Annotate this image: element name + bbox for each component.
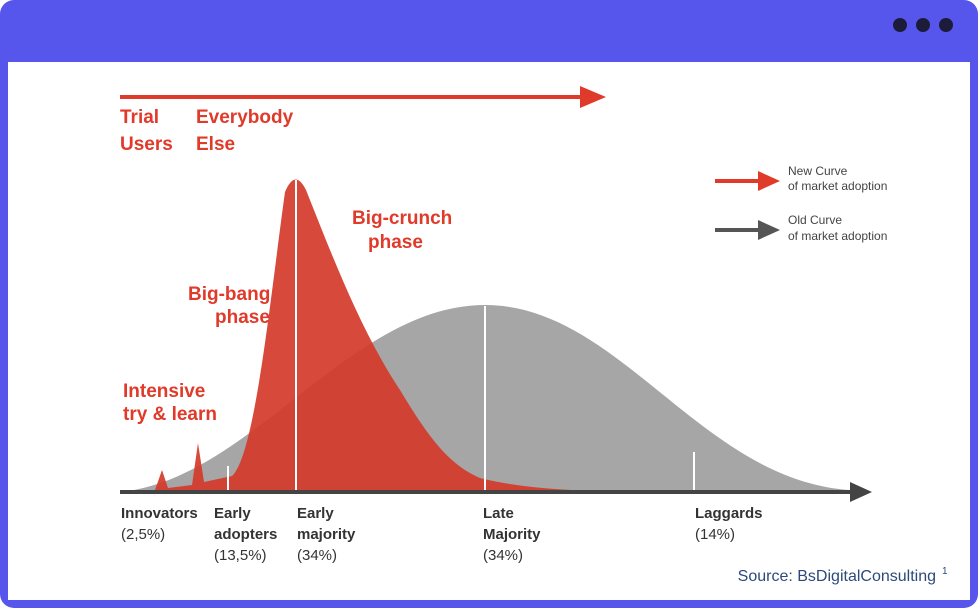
- legend-arrow-head: [758, 171, 780, 191]
- segment-label: Early adopters (13,5%): [214, 505, 277, 564]
- legend-label: New Curve of market adoption: [788, 164, 887, 193]
- segment-label: Early majority (34%): [297, 505, 356, 564]
- text-line: Big-bang: [188, 284, 270, 305]
- text-line: of market adoption: [788, 179, 887, 193]
- text-line: of market adoption: [788, 229, 887, 243]
- legend-label: Old Curve of market adoption: [788, 213, 887, 243]
- top-label: Trial Users: [120, 107, 173, 155]
- phase-label: Big-crunch phase: [352, 208, 452, 253]
- legend-arrow-head: [758, 220, 780, 240]
- source-note: 1: [942, 566, 948, 577]
- text-line: (34%): [297, 547, 337, 564]
- text-line: phase: [215, 307, 270, 328]
- text-line: Innovators: [121, 505, 198, 522]
- text-line: Early: [214, 505, 251, 522]
- menu-dot[interactable]: [916, 18, 930, 32]
- arrow-head: [580, 86, 606, 108]
- text-line: try & learn: [123, 404, 217, 425]
- text-line: Big-crunch: [352, 208, 452, 229]
- segment-label: Laggards (14%): [695, 505, 763, 543]
- text-line: majority: [297, 526, 356, 543]
- text-line: Else: [196, 134, 235, 155]
- text-line: (34%): [483, 547, 523, 564]
- source: Source: BsDigitalConsulting: [738, 568, 936, 585]
- menu-dot[interactable]: [893, 18, 907, 32]
- text-line: Users: [120, 134, 173, 155]
- top-label: Everybody Else: [196, 107, 294, 155]
- text-line: Laggards: [695, 505, 763, 522]
- text-line: Majority: [483, 526, 541, 543]
- segment-label: Innovators (2,5%): [121, 505, 198, 543]
- text-line: (13,5%): [214, 547, 267, 564]
- phase-label: Intensive try & learn: [123, 381, 217, 425]
- phase-label: Big-bang phase: [188, 284, 270, 328]
- text-line: Old Curve: [788, 213, 842, 227]
- axis-head: [850, 482, 872, 502]
- text-line: (2,5%): [121, 526, 165, 543]
- text-line: Intensive: [123, 381, 205, 402]
- text-line: Early: [297, 505, 334, 522]
- text-line: New Curve: [788, 164, 848, 178]
- menu-dot[interactable]: [939, 18, 953, 32]
- text-line: adopters: [214, 526, 277, 543]
- text-line: (14%): [695, 526, 735, 543]
- text-line: Late: [483, 505, 514, 522]
- text-line: Trial: [120, 107, 159, 128]
- text-line: Everybody: [196, 107, 294, 128]
- new-curve: [120, 179, 620, 492]
- segment-label: Late Majority (34%): [483, 505, 541, 564]
- text-line: phase: [368, 232, 423, 253]
